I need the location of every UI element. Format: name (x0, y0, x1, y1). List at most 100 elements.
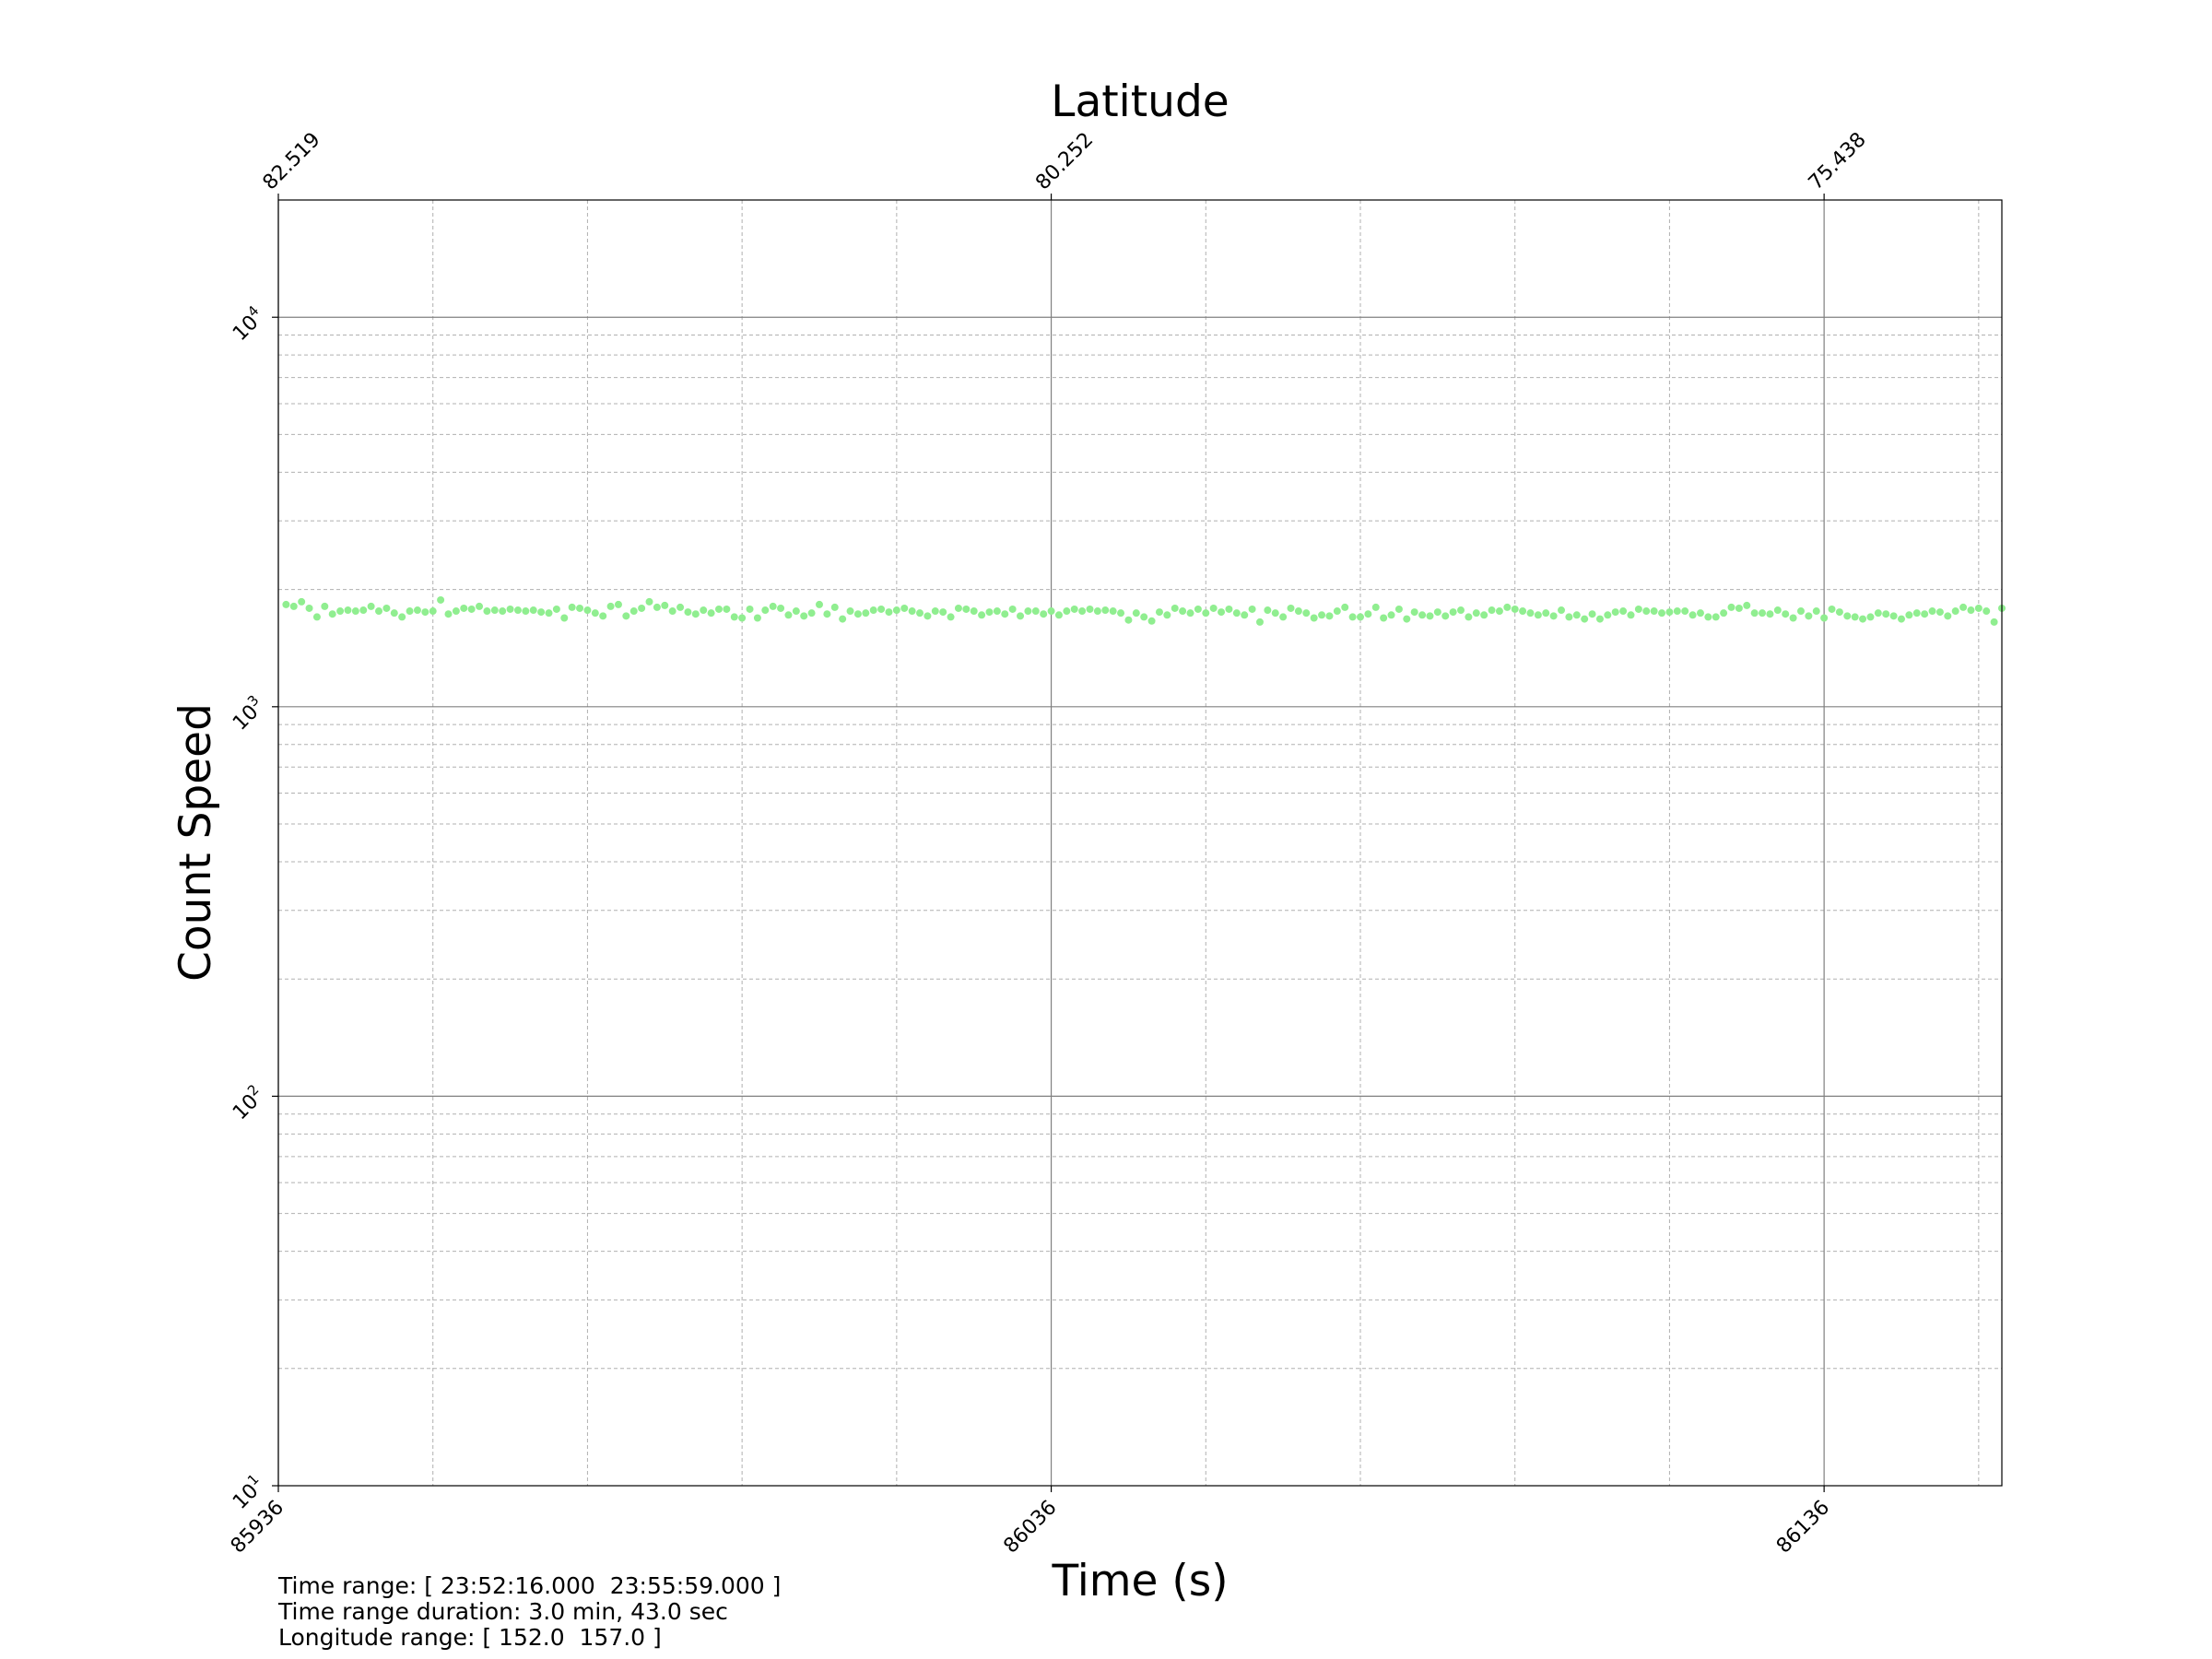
minor-grid (278, 199, 2002, 1486)
data-point (684, 608, 692, 617)
data-point (970, 607, 978, 616)
data-point (1387, 611, 1395, 619)
data-point (900, 604, 909, 612)
data-point (1117, 609, 1125, 618)
data-point (661, 601, 669, 609)
data-point (629, 607, 638, 616)
data-point (483, 607, 491, 616)
x-tick-label: 86036 (999, 1496, 1061, 1558)
info-block: Time range: [ 23:52:16.000 23:55:59.000 … (278, 1573, 781, 1651)
data-point (1410, 608, 1418, 617)
data-point (1472, 609, 1480, 618)
duration-text: Time range duration: 3.0 min, 43.0 sec (278, 1598, 728, 1625)
data-point (1054, 611, 1063, 619)
data-point (1727, 603, 1735, 611)
data-point (328, 610, 336, 618)
data-point (800, 612, 808, 620)
data-point (390, 609, 398, 618)
data-point (830, 603, 839, 611)
data-point (1534, 611, 1542, 619)
data-point (336, 607, 345, 616)
data-point (429, 607, 437, 616)
y-axis-label: Count Speed (171, 703, 221, 982)
data-point (1750, 609, 1759, 618)
data-point (344, 606, 352, 615)
data-point (282, 600, 290, 608)
data-point (1743, 601, 1751, 609)
data-point (1944, 612, 1952, 620)
data-point (1889, 612, 1898, 620)
data-point (707, 609, 715, 618)
data-point (312, 613, 321, 621)
data-point (1101, 606, 1110, 615)
data-point (1255, 618, 1264, 626)
data-point (1093, 607, 1101, 616)
data-point (1124, 616, 1133, 624)
data-point (1356, 613, 1364, 621)
data-point (1218, 608, 1226, 617)
data-point (753, 614, 761, 622)
data-point (1704, 613, 1712, 621)
data-point (606, 602, 615, 610)
data-point (1024, 607, 1032, 616)
data-point (939, 608, 947, 617)
data-point (1225, 605, 1233, 613)
data-point (467, 605, 476, 613)
data-point (513, 606, 522, 615)
data-point (1433, 608, 1441, 617)
data-point (1001, 610, 1009, 618)
data-point (645, 597, 653, 606)
data-point (931, 607, 939, 616)
data-point (622, 612, 630, 620)
data-point (1480, 611, 1488, 619)
data-point (1147, 617, 1156, 625)
data-point (1843, 612, 1852, 620)
data-point (947, 613, 955, 621)
data-point (1581, 615, 1589, 623)
data-point (700, 606, 708, 615)
plot-frame (277, 199, 2003, 1487)
y-tick-label: 103 (226, 692, 269, 735)
major-grid (277, 200, 2002, 1486)
data-point (522, 607, 530, 616)
data-point (1063, 607, 1071, 616)
data-point (668, 607, 677, 616)
top-axis-label: Latitude (1051, 76, 1229, 127)
data-point (1155, 608, 1163, 617)
data-point (1070, 605, 1078, 613)
data-point (1202, 609, 1210, 618)
data-point (777, 604, 785, 612)
data-point (1951, 607, 1959, 616)
data-point (552, 605, 560, 613)
data-point (1364, 610, 1372, 618)
data-point (1759, 609, 1767, 618)
data-point (1696, 609, 1704, 618)
data-point (1287, 604, 1295, 612)
data-point (1248, 605, 1256, 613)
data-point (784, 611, 793, 619)
data-point (1959, 603, 1968, 611)
data-point (962, 605, 971, 613)
data-point (1264, 606, 1272, 615)
data-point (1874, 609, 1882, 618)
data-point (1503, 603, 1512, 611)
data-point (1905, 611, 1913, 619)
longitude-range-text: Longitude range: [ 152.0 157.0 ] (278, 1624, 662, 1651)
data-point (1828, 605, 1836, 613)
data-point (1912, 609, 1921, 618)
data-point (1241, 611, 1249, 619)
data-point (1526, 609, 1535, 618)
data-point (677, 603, 685, 611)
data-point (476, 602, 484, 610)
data-point (1394, 605, 1403, 613)
data-point (305, 604, 313, 612)
data-point (1634, 605, 1642, 613)
data-point (1232, 609, 1241, 618)
data-point (375, 607, 383, 616)
x-tick-label: 86136 (1772, 1496, 1834, 1558)
data-point (1866, 613, 1875, 621)
data-point (1921, 610, 1929, 618)
data-point (321, 602, 329, 610)
